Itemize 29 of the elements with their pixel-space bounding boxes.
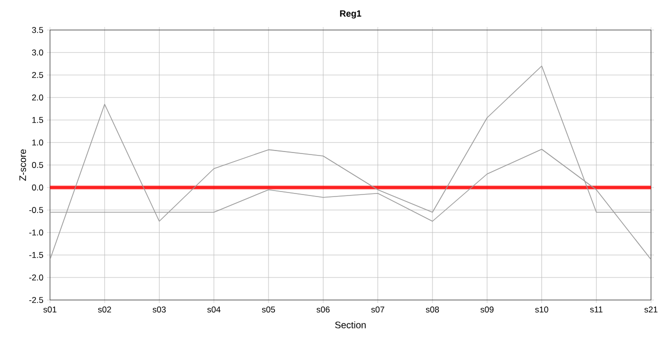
x-tick-label: s03 xyxy=(152,306,166,313)
y-tick-label: 3.0 xyxy=(32,50,44,56)
line-series xyxy=(50,66,652,260)
x-tick-label: s05 xyxy=(262,306,276,313)
x-tick-label: s06 xyxy=(316,306,330,313)
x-tick-label: s21 xyxy=(644,306,658,313)
y-axis-title: Z-score xyxy=(19,149,26,181)
x-tick-label: s10 xyxy=(535,306,548,313)
y-tick-label: -1.5 xyxy=(29,252,44,258)
x-tick-label: s04 xyxy=(207,306,220,313)
y-tick-label: -1.0 xyxy=(29,230,44,236)
y-tick-label: 1.5 xyxy=(32,117,44,123)
y-tick-label: 0.5 xyxy=(32,162,44,168)
y-tick-label: -2.0 xyxy=(29,274,44,280)
x-tick-label: s09 xyxy=(480,306,494,313)
x-tick-label: s11 xyxy=(590,306,602,312)
chart-title: Reg1 xyxy=(340,10,362,19)
x-tick-label: s07 xyxy=(371,306,384,313)
y-tick-label: 2.0 xyxy=(32,94,44,100)
y-tick-label: -2.5 xyxy=(29,297,44,303)
x-tick-label: s02 xyxy=(98,306,112,313)
x-axis-title: Section xyxy=(335,321,366,328)
y-tick-label: 2.5 xyxy=(32,72,44,78)
y-tick-label: 1.0 xyxy=(32,140,44,146)
x-tick-label: s01 xyxy=(43,306,56,313)
y-tick-label: 0.0 xyxy=(32,184,44,190)
y-tick-label: 3.5 xyxy=(32,27,44,33)
y-tick-label: -0.5 xyxy=(29,207,44,213)
x-tick-label: s08 xyxy=(426,306,439,313)
